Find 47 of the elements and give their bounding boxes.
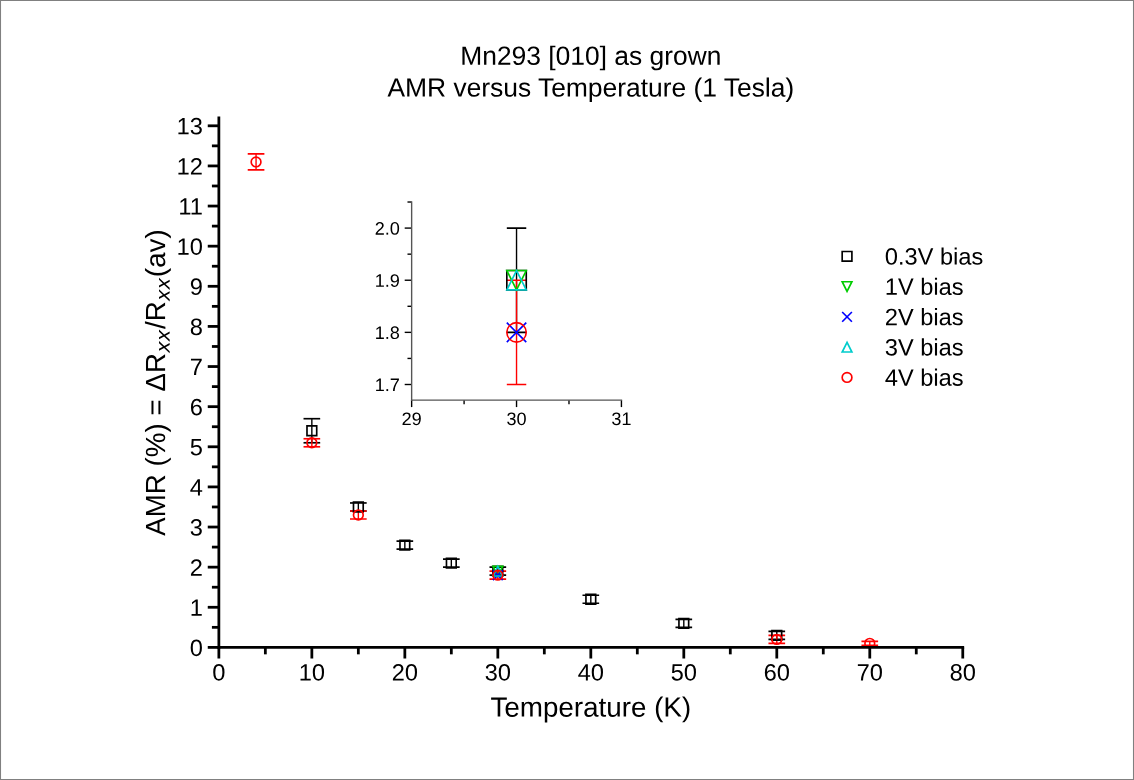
y-tick-label: 12 <box>178 158 202 175</box>
x-tick-label: 30 <box>507 412 526 426</box>
y-tick-label: 3 <box>190 519 202 536</box>
y-tick-label: 4 <box>190 479 203 496</box>
point <box>306 437 318 449</box>
x-tick-label: 70 <box>857 664 882 681</box>
chart-title: Mn293 [010] as grown <box>462 45 720 71</box>
y-tick-label: 10 <box>178 238 202 255</box>
legend-label: 3V bias <box>885 338 963 356</box>
point <box>771 633 783 646</box>
point <box>250 156 262 168</box>
legend-label: 0.3V bias <box>885 247 983 265</box>
point <box>771 629 783 642</box>
y-tick-label: 1.8 <box>376 326 400 340</box>
x-axis-title: Temperature (K) <box>491 696 690 723</box>
x-tick-label: 10 <box>300 664 325 681</box>
point <box>399 539 411 551</box>
y-tick-label: 13 <box>178 117 202 135</box>
legend-label: 1V bias <box>886 277 963 296</box>
x-tick-label: 31 <box>612 412 631 426</box>
y-tick-label: 6 <box>190 398 202 416</box>
point <box>585 593 597 605</box>
point <box>678 617 690 630</box>
legend-label: 2V bias <box>886 308 963 326</box>
y-tick-label: 0 <box>190 639 202 657</box>
y-tick-label: 1.9 <box>376 274 399 287</box>
y-tick-label: 9 <box>190 278 202 296</box>
x-tick-label: 30 <box>485 664 511 681</box>
x-tick-label: 40 <box>578 664 604 681</box>
point <box>306 425 318 437</box>
y-tick-label: 1.7 <box>376 378 399 392</box>
y-tick-label: 2.0 <box>375 222 400 235</box>
legend-label: 4V bias <box>885 368 963 386</box>
y-tick-label: 1 <box>191 599 202 616</box>
x-tick-label: 80 <box>950 664 975 681</box>
y-axis-title: AMR (%) = ΔR$_{xx}$/R$_{xx}$(av) <box>144 231 171 536</box>
y-tick-label: 7 <box>190 358 202 376</box>
x-tick-label: 0 <box>213 664 225 681</box>
x-tick-label: 50 <box>671 664 697 681</box>
x-tick-label: 20 <box>392 664 418 681</box>
y-tick-label: 5 <box>190 439 202 456</box>
y-tick-label: 8 <box>190 318 202 336</box>
chart-subtitle: AMR versus Temperature (1 Tesla) <box>387 77 793 103</box>
y-tick-label: 2 <box>190 559 202 576</box>
y-tick-label: 11 <box>180 198 202 215</box>
x-tick-label: 60 <box>764 664 789 681</box>
x-tick-label: 29 <box>402 412 421 426</box>
